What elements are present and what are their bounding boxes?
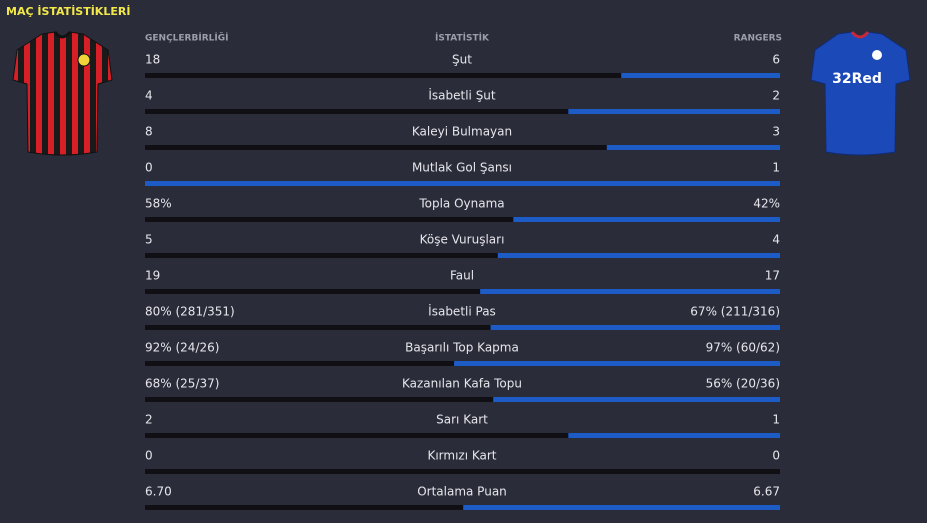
away-bar [454,361,780,366]
away-bar [493,397,780,402]
home-bar [145,73,622,78]
home-team-name: GENÇLERBİRLİĞİ [145,32,228,44]
away-bar [463,505,780,510]
away-bar [568,109,780,114]
home-value: 8 [145,125,153,139]
away-value: 1 [772,161,780,175]
home-bar [145,505,464,510]
bar-track [145,469,780,474]
stat-label: Köşe Vuruşları [420,233,505,247]
stat-label: Kaleyi Bulmayan [412,125,512,139]
away-bar [497,253,780,258]
home-bar [145,109,569,114]
away-value: 3 [772,125,780,139]
stat-label: Kırmızı Kart [427,449,496,463]
away-value: 6.67 [753,485,780,499]
away-value: 4 [772,233,780,247]
away-value: 42% [753,197,780,211]
home-bar [145,325,491,330]
home-value: 19 [145,269,160,283]
stats-rows: 18 Şut 6 4 İsabetli Şut 2 8 Kaleyi Bulmayan 3 0 Mu… [145,53,780,510]
home-bar [145,145,607,150]
stat-label: Topla Oynama [418,197,504,211]
away-bar [568,433,780,438]
home-value: 18 [145,53,160,67]
home-value: 2 [145,413,153,427]
away-bar [480,289,780,294]
home-bar [145,289,481,294]
stat-header: İSTATİSTİK [435,33,490,44]
home-bar [145,433,569,438]
away-bar [513,217,780,222]
home-value: 6.70 [145,485,172,499]
home-value: 5 [145,233,153,247]
away-value: 17 [765,269,780,283]
away-bar [490,325,780,330]
home-bar [145,361,455,366]
home-bar [145,397,494,402]
stat-label: Sarı Kart [436,413,488,427]
stat-label: Kazanılan Kafa Topu [402,377,522,391]
away-value: 67% (211/316) [690,305,780,319]
away-bar [621,73,780,78]
home-value: 58% [145,197,172,211]
home-value: 4 [145,89,153,103]
home-value: 80% (281/351) [145,305,235,319]
away-bar [606,145,780,150]
away-jersey: 32Red [810,31,911,156]
stat-label: İsabetli Pas [428,304,496,319]
stat-label: Başarılı Top Kapma [405,341,519,355]
home-value: 68% (25/37) [145,377,219,391]
away-value: 6 [772,53,780,67]
away-value: 56% (20/36) [706,377,780,391]
away-value: 0 [772,449,780,463]
away-value: 1 [772,413,780,427]
stat-label: Faul [450,269,474,283]
panel-title: MAÇ İSTATİSTİKLERİ [6,4,130,18]
home-value: 0 [145,161,153,175]
away-bar [145,181,780,186]
home-bar [145,253,498,258]
away-value: 97% (60/62) [706,341,780,355]
home-jersey [12,31,113,156]
sponsor-area [831,71,883,87]
sponsor-logo: 32Red [832,71,882,87]
stat-label: Mutlak Gol Şansı [412,161,512,175]
away-team-name: RANGERS [734,34,782,44]
away-value: 2 [772,89,780,103]
home-value: 92% (24/26) [145,341,219,355]
home-bar [145,217,514,222]
stat-label: Ortalama Puan [417,485,507,499]
home-value: 0 [145,449,153,463]
stat-label: İsabetli Şut [428,88,496,103]
stat-label: Şut [452,53,472,67]
